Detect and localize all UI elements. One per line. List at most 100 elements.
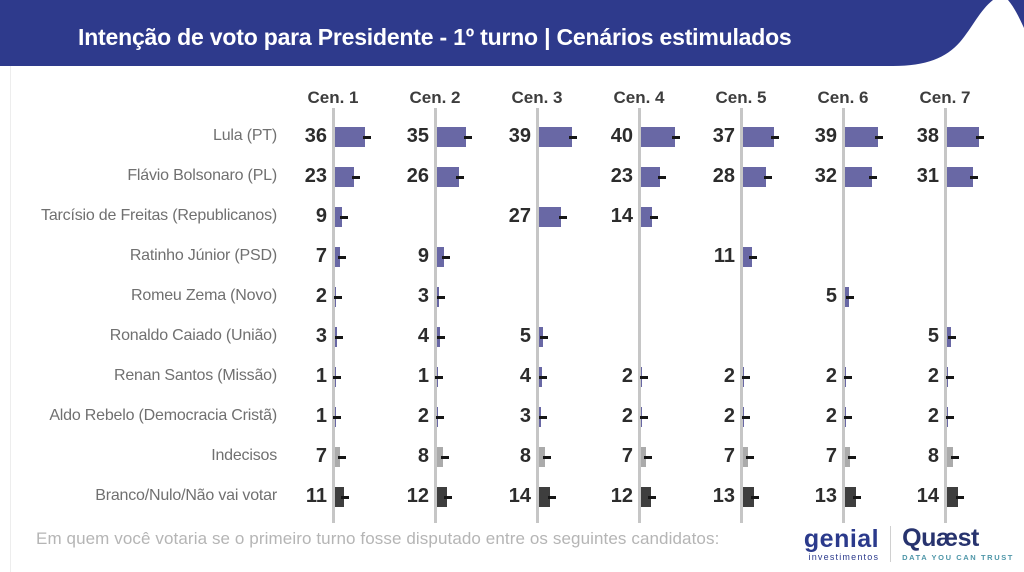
cell-value: 38 <box>916 125 939 147</box>
whisker <box>875 135 884 139</box>
bar <box>538 447 546 467</box>
cell-value: 2 <box>723 405 735 427</box>
scenario-header: Cen. 1 <box>307 88 359 107</box>
cell-value: 1 <box>315 365 327 387</box>
cell-value: 2 <box>315 285 327 307</box>
bar <box>436 127 467 147</box>
cell-value: 14 <box>610 205 633 227</box>
whisker <box>843 415 852 419</box>
bar <box>538 207 562 227</box>
bar <box>334 167 355 187</box>
whisker <box>945 415 954 419</box>
bar <box>742 127 774 147</box>
whisker <box>440 455 449 459</box>
cell-value: 7 <box>621 445 633 467</box>
whisker <box>456 175 465 179</box>
bar <box>538 127 572 147</box>
whisker <box>542 455 551 459</box>
whisker <box>643 455 652 459</box>
scenario-header: Cen. 3 <box>511 88 563 107</box>
bar <box>742 247 752 267</box>
whisker <box>437 335 446 339</box>
cell-value: 39 <box>508 125 531 147</box>
bar <box>640 207 653 227</box>
cell-value: 23 <box>304 165 327 187</box>
scenario-header: Cen. 2 <box>409 88 461 107</box>
cell-value: 14 <box>916 485 939 507</box>
bar <box>640 447 647 467</box>
whisker <box>649 215 658 219</box>
whisker <box>648 495 657 499</box>
cell-value: 28 <box>712 165 735 187</box>
genial-logo: genial investimentos <box>804 526 879 562</box>
cell-value: 13 <box>814 485 837 507</box>
whisker <box>334 335 343 339</box>
cell-value: 4 <box>519 365 531 387</box>
cell-value: 11 <box>713 245 735 267</box>
cell-value: 39 <box>814 125 837 147</box>
header-ribbon-main <box>0 0 993 66</box>
whisker <box>333 295 342 299</box>
whisker <box>846 295 855 299</box>
logo-bar: genial investimentos Quæst DATA YOU CAN … <box>804 526 1014 562</box>
whisker <box>339 215 348 219</box>
whisker <box>771 135 780 139</box>
scenario-header: Cen. 7 <box>919 88 971 107</box>
whisker <box>847 455 856 459</box>
whisker <box>948 335 957 339</box>
whisker <box>558 215 567 219</box>
whisker <box>970 175 979 179</box>
cell-value: 35 <box>406 125 429 147</box>
axis-line <box>331 108 335 523</box>
cell-value: 7 <box>825 445 837 467</box>
whisker <box>763 175 772 179</box>
logo-divider <box>890 526 892 562</box>
bar <box>436 447 444 467</box>
whisker <box>751 495 760 499</box>
cell-value: 37 <box>712 125 735 147</box>
bar <box>640 127 675 147</box>
quaest-wordmark: Quæst <box>902 524 979 552</box>
cell-value: 3 <box>315 325 327 347</box>
row-label: Lula (PT) <box>213 127 277 144</box>
whisker <box>539 375 548 379</box>
whisker <box>436 295 445 299</box>
cell-value: 7 <box>723 445 735 467</box>
cell-value: 8 <box>417 445 429 467</box>
cell-value: 3 <box>417 285 429 307</box>
row-label: Tarcísio de Freitas (Republicanos) <box>41 207 277 224</box>
whisker <box>337 455 346 459</box>
cell-value: 5 <box>519 325 531 347</box>
bar <box>334 207 343 227</box>
bar <box>946 447 954 467</box>
bar <box>334 127 366 147</box>
cell-value: 12 <box>406 485 429 507</box>
cell-value: 9 <box>417 245 429 267</box>
cell-value: 5 <box>927 325 939 347</box>
cell-value: 2 <box>825 405 837 427</box>
whisker <box>955 495 964 499</box>
whisker <box>843 375 852 379</box>
whisker <box>639 415 648 419</box>
whisker <box>869 175 878 179</box>
axis-line <box>739 108 743 523</box>
bar <box>436 167 459 187</box>
whisker <box>362 135 371 139</box>
row-label: Branco/Nulo/Não vai votar <box>95 487 277 504</box>
whisker <box>332 415 341 419</box>
whisker <box>741 415 750 419</box>
bar <box>844 487 856 507</box>
cell-value: 9 <box>315 205 327 227</box>
whisker <box>657 175 666 179</box>
bar <box>946 487 959 507</box>
cell-value: 26 <box>406 165 429 187</box>
row-label: Aldo Rebelo (Democracia Cristã) <box>49 407 277 424</box>
cell-value: 7 <box>315 445 327 467</box>
whisker <box>745 455 754 459</box>
whisker <box>547 495 556 499</box>
whisker <box>741 375 750 379</box>
cell-value: 2 <box>417 405 429 427</box>
whisker <box>639 375 648 379</box>
bar <box>844 167 872 187</box>
